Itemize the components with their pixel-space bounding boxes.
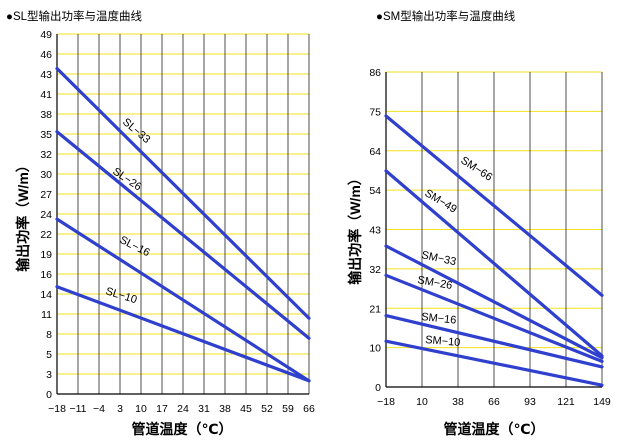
sl-x-tick-label: 38 [219, 403, 231, 415]
sl-y-tick-label: 16 [40, 269, 52, 281]
sl-x-tick-label: −18 [48, 403, 66, 415]
sl-x-tick-label: 52 [261, 403, 273, 415]
sl-x-tick-label: 31 [198, 403, 210, 415]
sl-series-line [55, 285, 311, 383]
sl-x-axis-title: 管道温度（℃） [132, 421, 233, 437]
sl-chart-title: ●SL型输出功率与温度曲线 [6, 9, 143, 23]
sl-y-tick-label: 3 [46, 369, 52, 381]
sl-y-tick-label: 0 [46, 389, 52, 401]
sl-y-tick-label: 38 [40, 109, 52, 121]
sl-series-line [55, 217, 311, 383]
sl-y-axis-title: 输出功率（W/m） [15, 158, 31, 272]
sl-y-tick-label: 49 [40, 29, 52, 41]
sl-x-tick-label: 59 [282, 403, 294, 415]
sl-y-tick-label: 24 [40, 209, 52, 221]
sl-y-tick-label: 30 [40, 169, 52, 181]
sl-x-tick-label: −11 [69, 403, 86, 415]
sl-x-tick-label: 66 [303, 403, 315, 415]
sl-x-tick-label: 45 [240, 403, 252, 415]
sl-x-tick-label: 3 [117, 403, 123, 415]
sl-x-tick-label: 24 [177, 403, 189, 415]
sl-y-tick-label: 27 [40, 189, 52, 201]
sl-y-tick-label: 5 [46, 349, 52, 361]
sl-series-line [55, 66, 311, 320]
sl-series-label: SL−33 [120, 116, 152, 146]
sl-y-tick-label: 22 [40, 229, 52, 241]
sl-y-tick-label: 41 [40, 89, 52, 101]
sl-y-tick-label: 11 [41, 309, 52, 321]
sl-y-tick-label: 32 [40, 149, 52, 161]
sl-lines [55, 66, 311, 383]
sl-x-tick-labels: −18 −11 −4 3 10 17 24 31 38 45 52 59 66 [48, 403, 315, 415]
sl-y-tick-label: 35 [40, 129, 52, 141]
sl-y-tick-label: 8 [46, 329, 52, 341]
sl-y-tick-label: 19 [40, 249, 52, 261]
sl-x-tick-label: 17 [156, 403, 168, 415]
sl-series-label: SL−10 [104, 285, 138, 306]
sl-y-tick-label: 14 [40, 289, 52, 301]
sl-series-label: SL−16 [118, 234, 152, 259]
sl-grid [56, 33, 310, 395]
sl-y-tick-label: 43 [40, 69, 52, 81]
sl-series-line [55, 130, 311, 340]
sl-x-tick-label: −4 [93, 403, 105, 415]
sl-y-tick-label: 46 [40, 49, 52, 61]
sl-x-tick-label: 10 [135, 403, 147, 415]
